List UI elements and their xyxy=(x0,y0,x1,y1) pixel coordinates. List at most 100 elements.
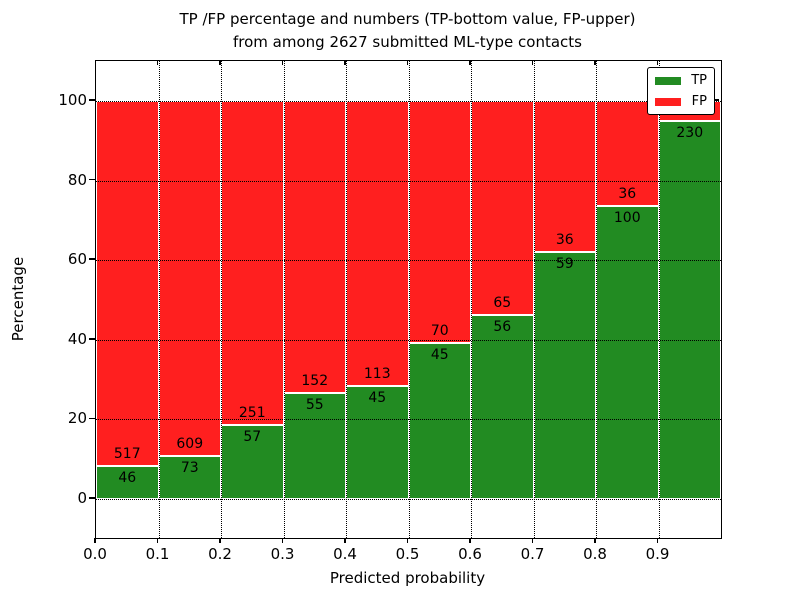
vertical-gridline xyxy=(471,61,472,538)
x-tick-mark xyxy=(656,538,659,543)
x-tick-label: 0.6 xyxy=(458,545,482,563)
x-tick-label: 0.2 xyxy=(208,545,232,563)
tp-bar-segment xyxy=(471,314,534,499)
fp-bar-segment xyxy=(158,101,221,457)
fp-count-label: 113 xyxy=(363,365,391,382)
y-tick-label: 100 xyxy=(58,91,87,109)
x-tick-label: 0.9 xyxy=(645,545,670,563)
fp-count-label: 152 xyxy=(301,373,329,390)
tp-bar-segment xyxy=(533,251,596,499)
tp-count-label: 56 xyxy=(493,318,512,335)
fp-bar-segment xyxy=(221,101,284,426)
vertical-gridline xyxy=(408,61,410,538)
fp-count-label: 36 xyxy=(555,231,574,248)
y-tick-mark xyxy=(89,417,95,420)
tp-legend-swatch xyxy=(655,76,681,85)
x-tick-mark xyxy=(156,538,159,543)
y-tick-label: 0 xyxy=(77,489,87,507)
legend-row-tp: TP xyxy=(655,73,707,89)
tp-count-label: 55 xyxy=(305,397,324,414)
x-tick-mark-top xyxy=(594,61,596,65)
tp-bar-segment xyxy=(408,343,471,499)
chart-title-line1: TP /FP percentage and numbers (TP-bottom… xyxy=(179,10,636,28)
tp-count-label: 230 xyxy=(676,124,704,141)
legend-label-tp: TP xyxy=(691,72,707,88)
tp-count-label: 73 xyxy=(180,460,199,477)
chart-title: TP /FP percentage and numbers (TP-bottom… xyxy=(95,8,720,54)
fp-bar-segment xyxy=(283,101,346,394)
vertical-gridline xyxy=(283,61,285,538)
x-tick-label: 0.4 xyxy=(333,545,357,563)
fp-count-label: 36 xyxy=(618,186,637,203)
x-tick-label: 0.1 xyxy=(145,545,170,563)
y-tick-mark-right xyxy=(714,99,719,101)
tp-count-label: 59 xyxy=(555,255,574,272)
y-axis-label: Percentage xyxy=(9,256,27,342)
x-tick-mark xyxy=(594,538,596,543)
x-tick-mark xyxy=(469,538,471,543)
fp-count-label: 251 xyxy=(238,405,266,422)
tp-bar-segment xyxy=(158,456,221,499)
x-tick-label: 0.0 xyxy=(83,545,107,563)
fp-count-label: 65 xyxy=(493,294,512,311)
vertical-gridline xyxy=(596,61,597,538)
x-tick-label: 0.8 xyxy=(583,545,607,563)
y-tick-label: 20 xyxy=(67,409,87,428)
x-tick-mark xyxy=(281,538,284,543)
fp-bar-segment xyxy=(408,101,471,344)
fp-bar-segment xyxy=(346,101,409,386)
legend-row-fp: FP xyxy=(655,94,707,110)
tp-count-label: 100 xyxy=(613,210,641,227)
x-tick-mark xyxy=(406,538,409,543)
x-tick-mark-top xyxy=(219,61,221,65)
tp-count-label: 46 xyxy=(118,470,137,487)
x-tick-label: 0.7 xyxy=(520,545,545,563)
tp-bar-segment xyxy=(596,206,659,499)
y-tick-mark xyxy=(89,338,95,340)
fp-legend-swatch xyxy=(655,97,681,106)
y-tick-mark xyxy=(89,99,95,101)
fp-bar-segment xyxy=(471,101,534,315)
y-tick-mark xyxy=(89,497,95,499)
tp-bar-segment xyxy=(283,393,346,499)
legend-label-fp: FP xyxy=(691,93,707,109)
x-tick-mark-top xyxy=(344,61,346,65)
y-tick-label: 80 xyxy=(67,170,87,189)
vertical-gridline xyxy=(221,61,222,538)
x-tick-mark-top xyxy=(406,61,409,65)
fp-count-label: 517 xyxy=(113,446,141,463)
fp-bar-segment xyxy=(533,101,596,252)
x-tick-mark-top xyxy=(531,61,534,65)
tp-bar-segment xyxy=(96,466,159,499)
y-tick-label: 40 xyxy=(67,329,87,348)
x-tick-mark xyxy=(344,538,346,543)
tp-count-label: 45 xyxy=(368,389,387,406)
chart-title-line2: from among 2627 submitted ML-type contac… xyxy=(233,33,582,51)
vertical-gridline xyxy=(533,61,535,538)
vertical-gridline xyxy=(158,61,160,538)
x-tick-mark-top xyxy=(656,61,659,65)
x-tick-label: 0.3 xyxy=(270,545,295,563)
x-tick-mark xyxy=(531,538,534,543)
tp-bar-segment xyxy=(658,120,721,499)
y-tick-mark xyxy=(89,178,95,181)
x-tick-mark-top xyxy=(156,61,159,65)
plot-area: TP FP 517 46 609 73 251 57 152 55 113 45 70 45 65 56 3… xyxy=(95,60,722,539)
legend: TP FP xyxy=(647,67,715,115)
fp-bar-segment xyxy=(96,101,159,467)
x-tick-mark-top xyxy=(281,61,284,65)
fp-count-label: 609 xyxy=(176,436,204,453)
x-tick-mark-top xyxy=(469,61,471,65)
y-tick-label: 60 xyxy=(67,250,87,269)
vertical-gridline xyxy=(346,61,347,538)
tp-count-label: 45 xyxy=(430,347,449,364)
y-tick-mark xyxy=(89,258,95,260)
x-axis-label: Predicted probability xyxy=(329,569,486,587)
vertical-gridline xyxy=(658,61,660,538)
x-tick-mark xyxy=(94,538,96,543)
x-tick-label: 0.5 xyxy=(395,545,420,563)
fp-count-label: 70 xyxy=(430,323,449,340)
x-tick-mark xyxy=(219,538,221,543)
tp-count-label: 57 xyxy=(243,429,262,446)
